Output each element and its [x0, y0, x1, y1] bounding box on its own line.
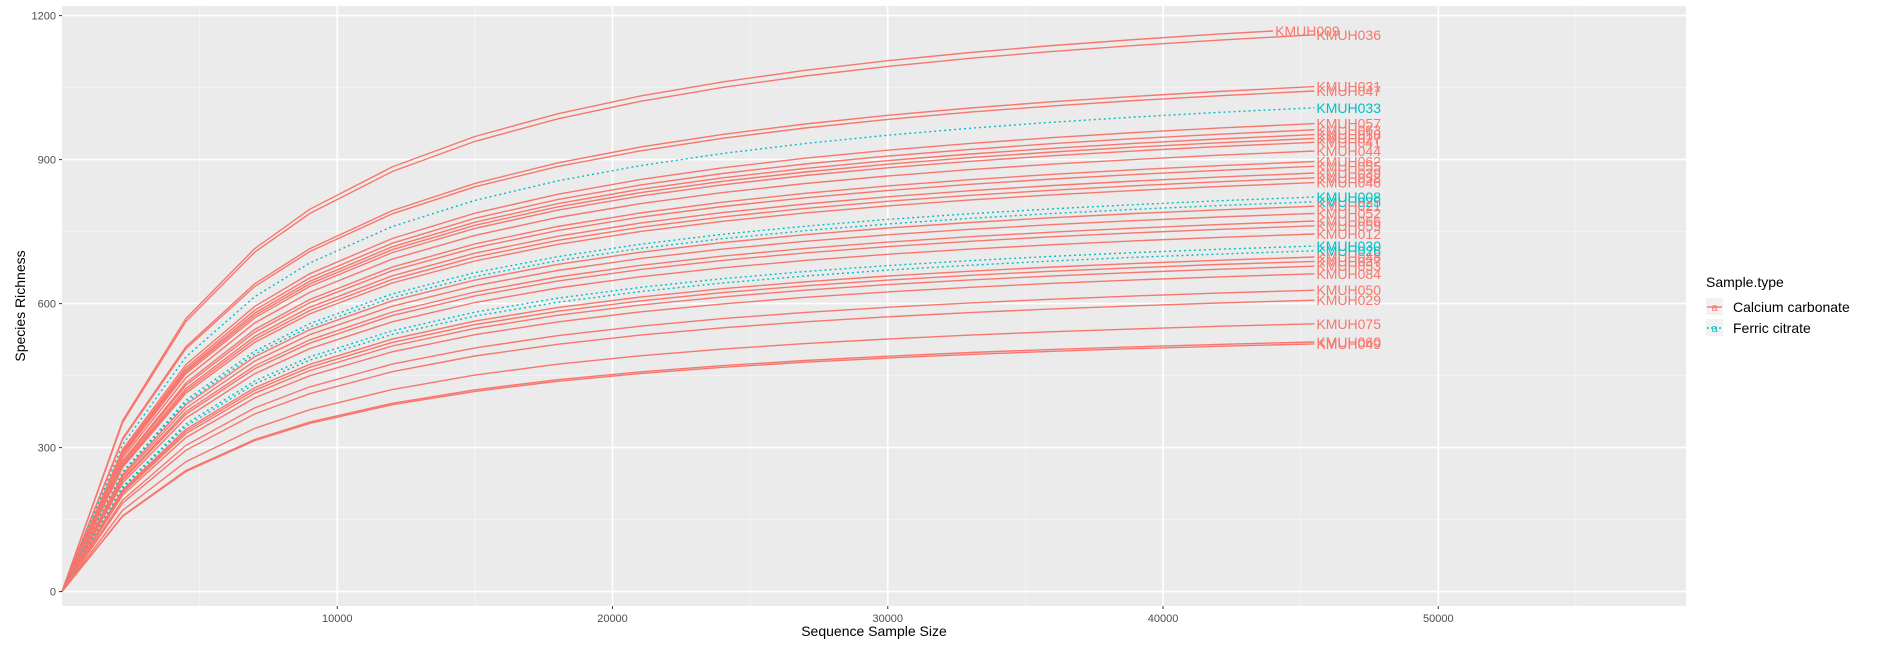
series-line-kmuh055: [61, 165, 1315, 592]
series-end-label: KMUH031: [1316, 79, 1381, 95]
plot-panel: [62, 6, 1686, 606]
series-end-label: KMUH049: [1316, 336, 1381, 352]
x-tick-label: 10000: [322, 613, 353, 625]
series-end-label: KMUH048: [1316, 249, 1381, 265]
y-tick-labels: 0 300 600 900 1200: [32, 11, 62, 599]
legend-key-glyph: a: [1711, 323, 1718, 335]
major-grid: [62, 6, 1686, 606]
series-line-kmuh052: [61, 212, 1315, 592]
series-line-kmuh037: [61, 260, 1315, 592]
legend-entries: a Calcium carbonate a Ferric citrate: [1706, 298, 1850, 336]
series-line-kmuh060: [61, 341, 1315, 593]
series-end-label: KMUH021: [1316, 198, 1381, 214]
minor-grid: [62, 6, 1686, 606]
y-tick-label: 900: [38, 155, 56, 167]
series-end-label: KMUH033: [1316, 100, 1381, 116]
series-line-kmuh021: [61, 205, 1315, 592]
series-line-kmuh047: [61, 90, 1315, 592]
series-line-kmuh009: [61, 30, 1274, 592]
series-end-label: KMUH063: [1316, 122, 1381, 138]
series-line-kmuh084: [61, 273, 1315, 592]
series-line-kmuh039: [61, 172, 1315, 592]
legend-key-glyph: a: [1711, 302, 1718, 314]
series-end-label: KMUH052: [1316, 205, 1381, 221]
series-line-kmuh033: [61, 107, 1315, 592]
legend-entry-label: Calcium carbonate: [1733, 299, 1850, 315]
series-line-kmuh027: [61, 137, 1315, 592]
series-line-kmuh063: [61, 129, 1315, 592]
series-end-label: KMUH059: [1316, 218, 1381, 234]
y-axis-title: Species Richness: [12, 250, 28, 361]
series-end-label: KMUH012: [1316, 226, 1381, 242]
x-tick-label: 50000: [1423, 613, 1454, 625]
legend-entry-label: Ferric citrate: [1733, 320, 1811, 336]
x-tick-labels: 10000 20000 30000 40000 50000: [322, 606, 1454, 625]
x-tick-label: 30000: [872, 613, 903, 625]
series-end-label: KMUH009: [1275, 23, 1340, 39]
series-end-label: KMUH084: [1316, 266, 1381, 282]
series-end-label: KMUH027: [1316, 130, 1381, 146]
y-tick-label: 300: [38, 443, 56, 455]
series-end-label: KMUH041: [1316, 134, 1381, 150]
y-tick-label: 600: [38, 299, 56, 311]
series-line-kmuh057: [61, 122, 1315, 592]
series-end-labels: KMUH009KMUH036KMUH031KMUH047KMUH033KMUH0…: [1275, 23, 1381, 352]
series-line-kmuh058: [61, 177, 1315, 592]
series-end-label: KMUH060: [1316, 334, 1381, 350]
series-end-label: KMUH030: [1316, 238, 1381, 254]
series-line-kmuh075: [61, 323, 1315, 593]
series-end-label: KMUH057: [1316, 116, 1381, 132]
series-line-kmuh062: [61, 160, 1315, 592]
series-end-label: KMUH039: [1316, 165, 1381, 181]
series-end-label: KMUH058: [1316, 170, 1381, 186]
series-line-kmuh044: [61, 150, 1315, 592]
series-end-label: KMUH046: [1316, 175, 1381, 191]
legend: Sample.type a Calcium carbonate a Ferric ci…: [1706, 274, 1850, 336]
series-end-label: KMUH036: [1316, 27, 1381, 43]
series-line-kmuh012: [61, 233, 1315, 592]
series-line-kmuh049: [61, 343, 1315, 593]
series-end-label: KMUH026: [1316, 243, 1381, 259]
series-line-kmuh048: [61, 256, 1315, 592]
series-end-label: KMUH055: [1316, 158, 1381, 174]
series-end-label: KMUH008: [1316, 189, 1381, 205]
series-line-kmuh031: [61, 85, 1315, 592]
y-tick-label: 1200: [32, 11, 56, 23]
series-line-kmuh018: [61, 133, 1315, 592]
series-line-kmuh008: [61, 196, 1315, 592]
series-end-label: KMUH029: [1316, 292, 1381, 308]
series-line-kmuh029: [61, 299, 1315, 592]
x-tick-label: 20000: [597, 613, 628, 625]
series-line-kmuh053: [61, 265, 1315, 592]
series-line-kmuh050: [61, 289, 1315, 592]
series-end-label: KMUH025: [1316, 194, 1381, 210]
series-line-kmuh041: [61, 141, 1315, 592]
legend-key-bg: [1706, 319, 1723, 336]
series-end-label: KMUH066: [1316, 213, 1381, 229]
series-line-kmuh046: [61, 181, 1315, 592]
series-end-label: KMUH044: [1316, 143, 1381, 159]
series-end-label: KMUH037: [1316, 253, 1381, 269]
x-tick-label: 40000: [1148, 613, 1179, 625]
y-tick-label: 0: [50, 587, 56, 599]
series-end-label: KMUH047: [1316, 83, 1381, 99]
series-line-kmuh036: [61, 34, 1315, 592]
series-end-label: KMUH050: [1316, 282, 1381, 298]
x-axis-title: Sequence Sample Size: [801, 623, 947, 639]
series-line-kmuh025: [61, 201, 1315, 592]
series-end-label: KMUH018: [1316, 127, 1381, 143]
series-line-kmuh030: [61, 245, 1315, 592]
series-line-kmuh066: [61, 220, 1315, 592]
series-line-kmuh059: [61, 225, 1315, 592]
series-end-label: KMUH075: [1316, 316, 1381, 332]
series-end-label: KMUH053: [1316, 258, 1381, 274]
series-end-label: KMUH062: [1316, 154, 1381, 170]
series-lines: [61, 30, 1315, 593]
legend-title: Sample.type: [1706, 274, 1784, 290]
